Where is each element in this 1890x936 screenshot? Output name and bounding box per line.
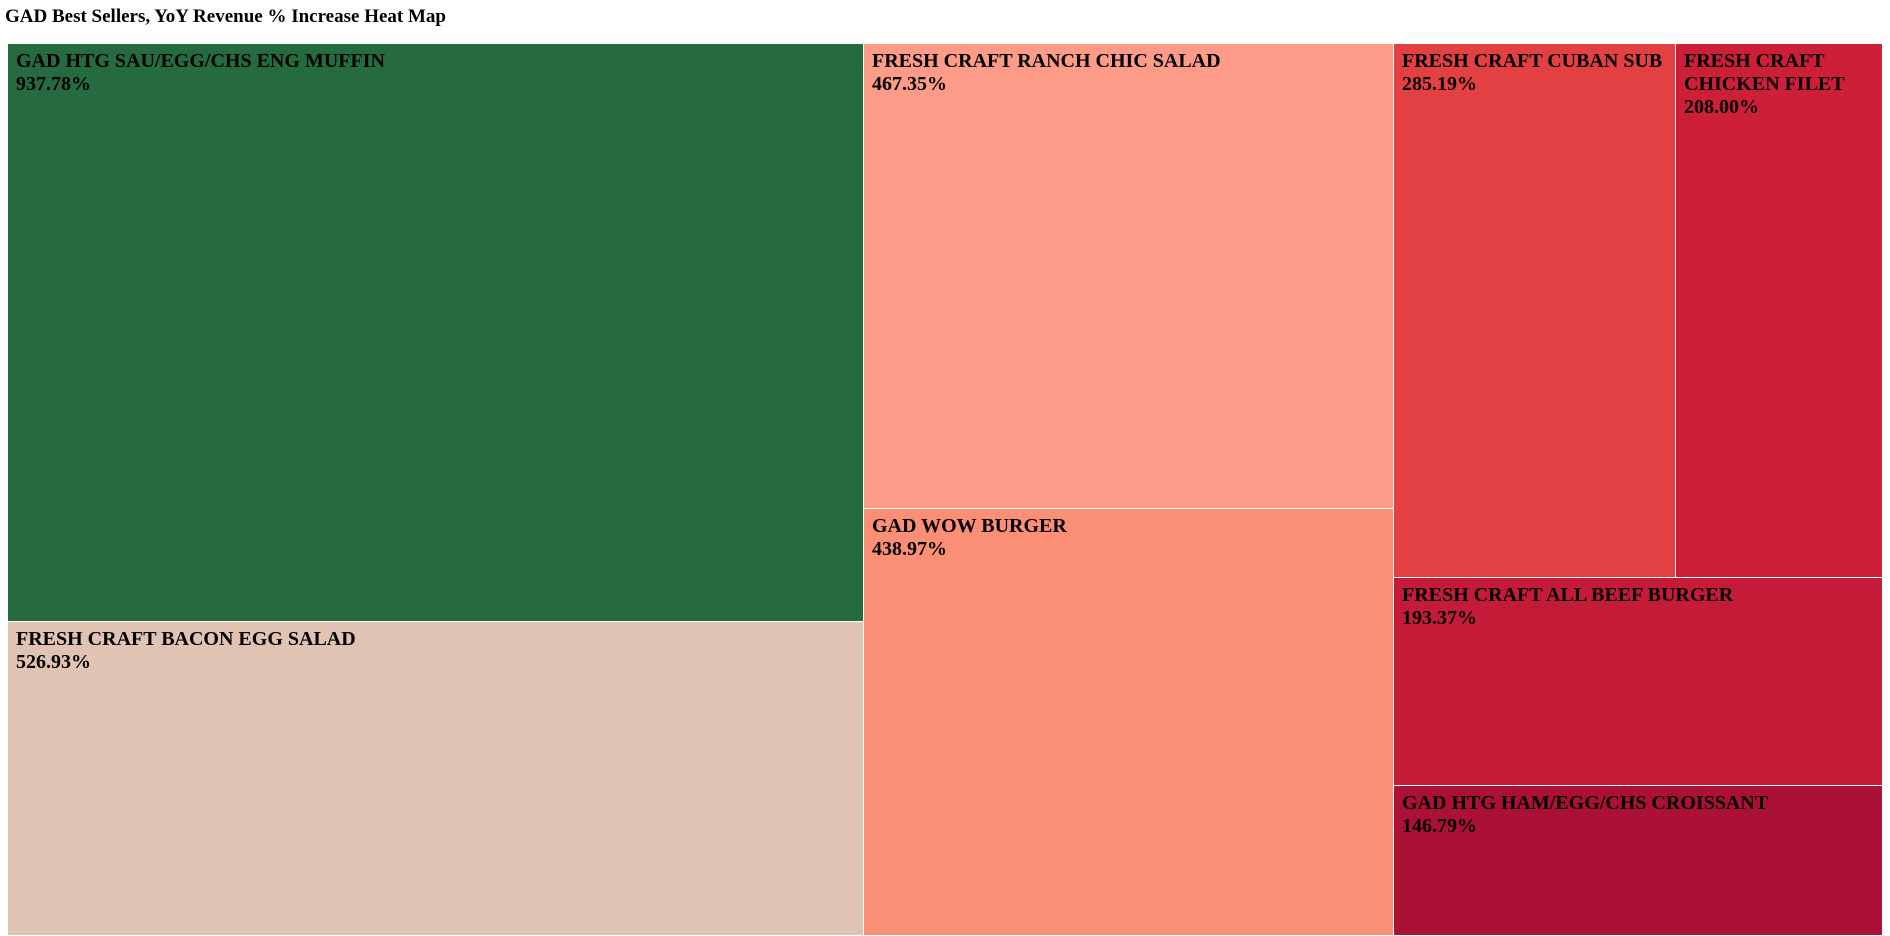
tile-label: FRESH CRAFT ALL BEEF BURGER 193.37% bbox=[1402, 584, 1876, 630]
tile-name: FRESH CRAFT BACON EGG SALAD bbox=[16, 628, 356, 650]
tile-label: FRESH CRAFT RANCH CHIC SALAD 467.35% bbox=[872, 50, 1387, 96]
tile-name: FRESH CRAFT CHICKEN FILET bbox=[1684, 50, 1845, 95]
treemap-tile-fresh-craft-cuban-sub: FRESH CRAFT CUBAN SUB 285.19% bbox=[1394, 44, 1676, 578]
tile-name: FRESH CRAFT RANCH CHIC SALAD bbox=[872, 50, 1221, 72]
tile-label: GAD WOW BURGER 438.97% bbox=[872, 515, 1387, 561]
tile-label: FRESH CRAFT BACON EGG SALAD 526.93% bbox=[16, 628, 857, 674]
chart-title: GAD Best Sellers, YoY Revenue % Increase… bbox=[5, 6, 446, 27]
treemap-tile-gad-wow-burger: GAD WOW BURGER 438.97% bbox=[864, 509, 1394, 936]
treemap-tile-fresh-craft-bacon-egg-salad: FRESH CRAFT BACON EGG SALAD 526.93% bbox=[8, 622, 864, 936]
treemap-tile-fresh-craft-chicken-filet: FRESH CRAFT CHICKEN FILET 208.00% bbox=[1676, 44, 1883, 578]
tile-name: FRESH CRAFT CUBAN SUB bbox=[1402, 50, 1663, 72]
treemap-tile-gad-htg-ham-egg-chs-croissant: GAD HTG HAM/EGG/CHS CROISSANT 146.79% bbox=[1394, 786, 1883, 936]
tile-value: 438.97% bbox=[872, 538, 947, 560]
tile-name: GAD HTG HAM/EGG/CHS CROISSANT bbox=[1402, 792, 1769, 814]
tile-value: 146.79% bbox=[1402, 815, 1477, 837]
tile-value: 208.00% bbox=[1684, 96, 1759, 118]
tile-label: GAD HTG HAM/EGG/CHS CROISSANT 146.79% bbox=[1402, 792, 1876, 838]
treemap: GAD HTG SAU/EGG/CHS ENG MUFFIN 937.78% FRE… bbox=[8, 44, 1883, 936]
tile-value: 467.35% bbox=[872, 73, 947, 95]
tile-value: 526.93% bbox=[16, 651, 91, 673]
treemap-tile-fresh-craft-ranch-chic-salad: FRESH CRAFT RANCH CHIC SALAD 467.35% bbox=[864, 44, 1394, 509]
tile-label: GAD HTG SAU/EGG/CHS ENG MUFFIN 937.78% bbox=[16, 50, 857, 96]
tile-name: FRESH CRAFT ALL BEEF BURGER bbox=[1402, 584, 1734, 606]
treemap-tile-gad-htg-sau-egg-chs-eng-muffin: GAD HTG SAU/EGG/CHS ENG MUFFIN 937.78% bbox=[8, 44, 864, 622]
tile-value: 193.37% bbox=[1402, 607, 1477, 629]
tile-value: 937.78% bbox=[16, 73, 91, 95]
tile-label: FRESH CRAFT CHICKEN FILET 208.00% bbox=[1684, 50, 1876, 119]
tile-name: GAD HTG SAU/EGG/CHS ENG MUFFIN bbox=[16, 50, 385, 72]
tile-label: FRESH CRAFT CUBAN SUB 285.19% bbox=[1402, 50, 1669, 96]
treemap-tile-fresh-craft-all-beef-burger: FRESH CRAFT ALL BEEF BURGER 193.37% bbox=[1394, 578, 1883, 786]
tile-value: 285.19% bbox=[1402, 73, 1477, 95]
tile-name: GAD WOW BURGER bbox=[872, 515, 1067, 537]
